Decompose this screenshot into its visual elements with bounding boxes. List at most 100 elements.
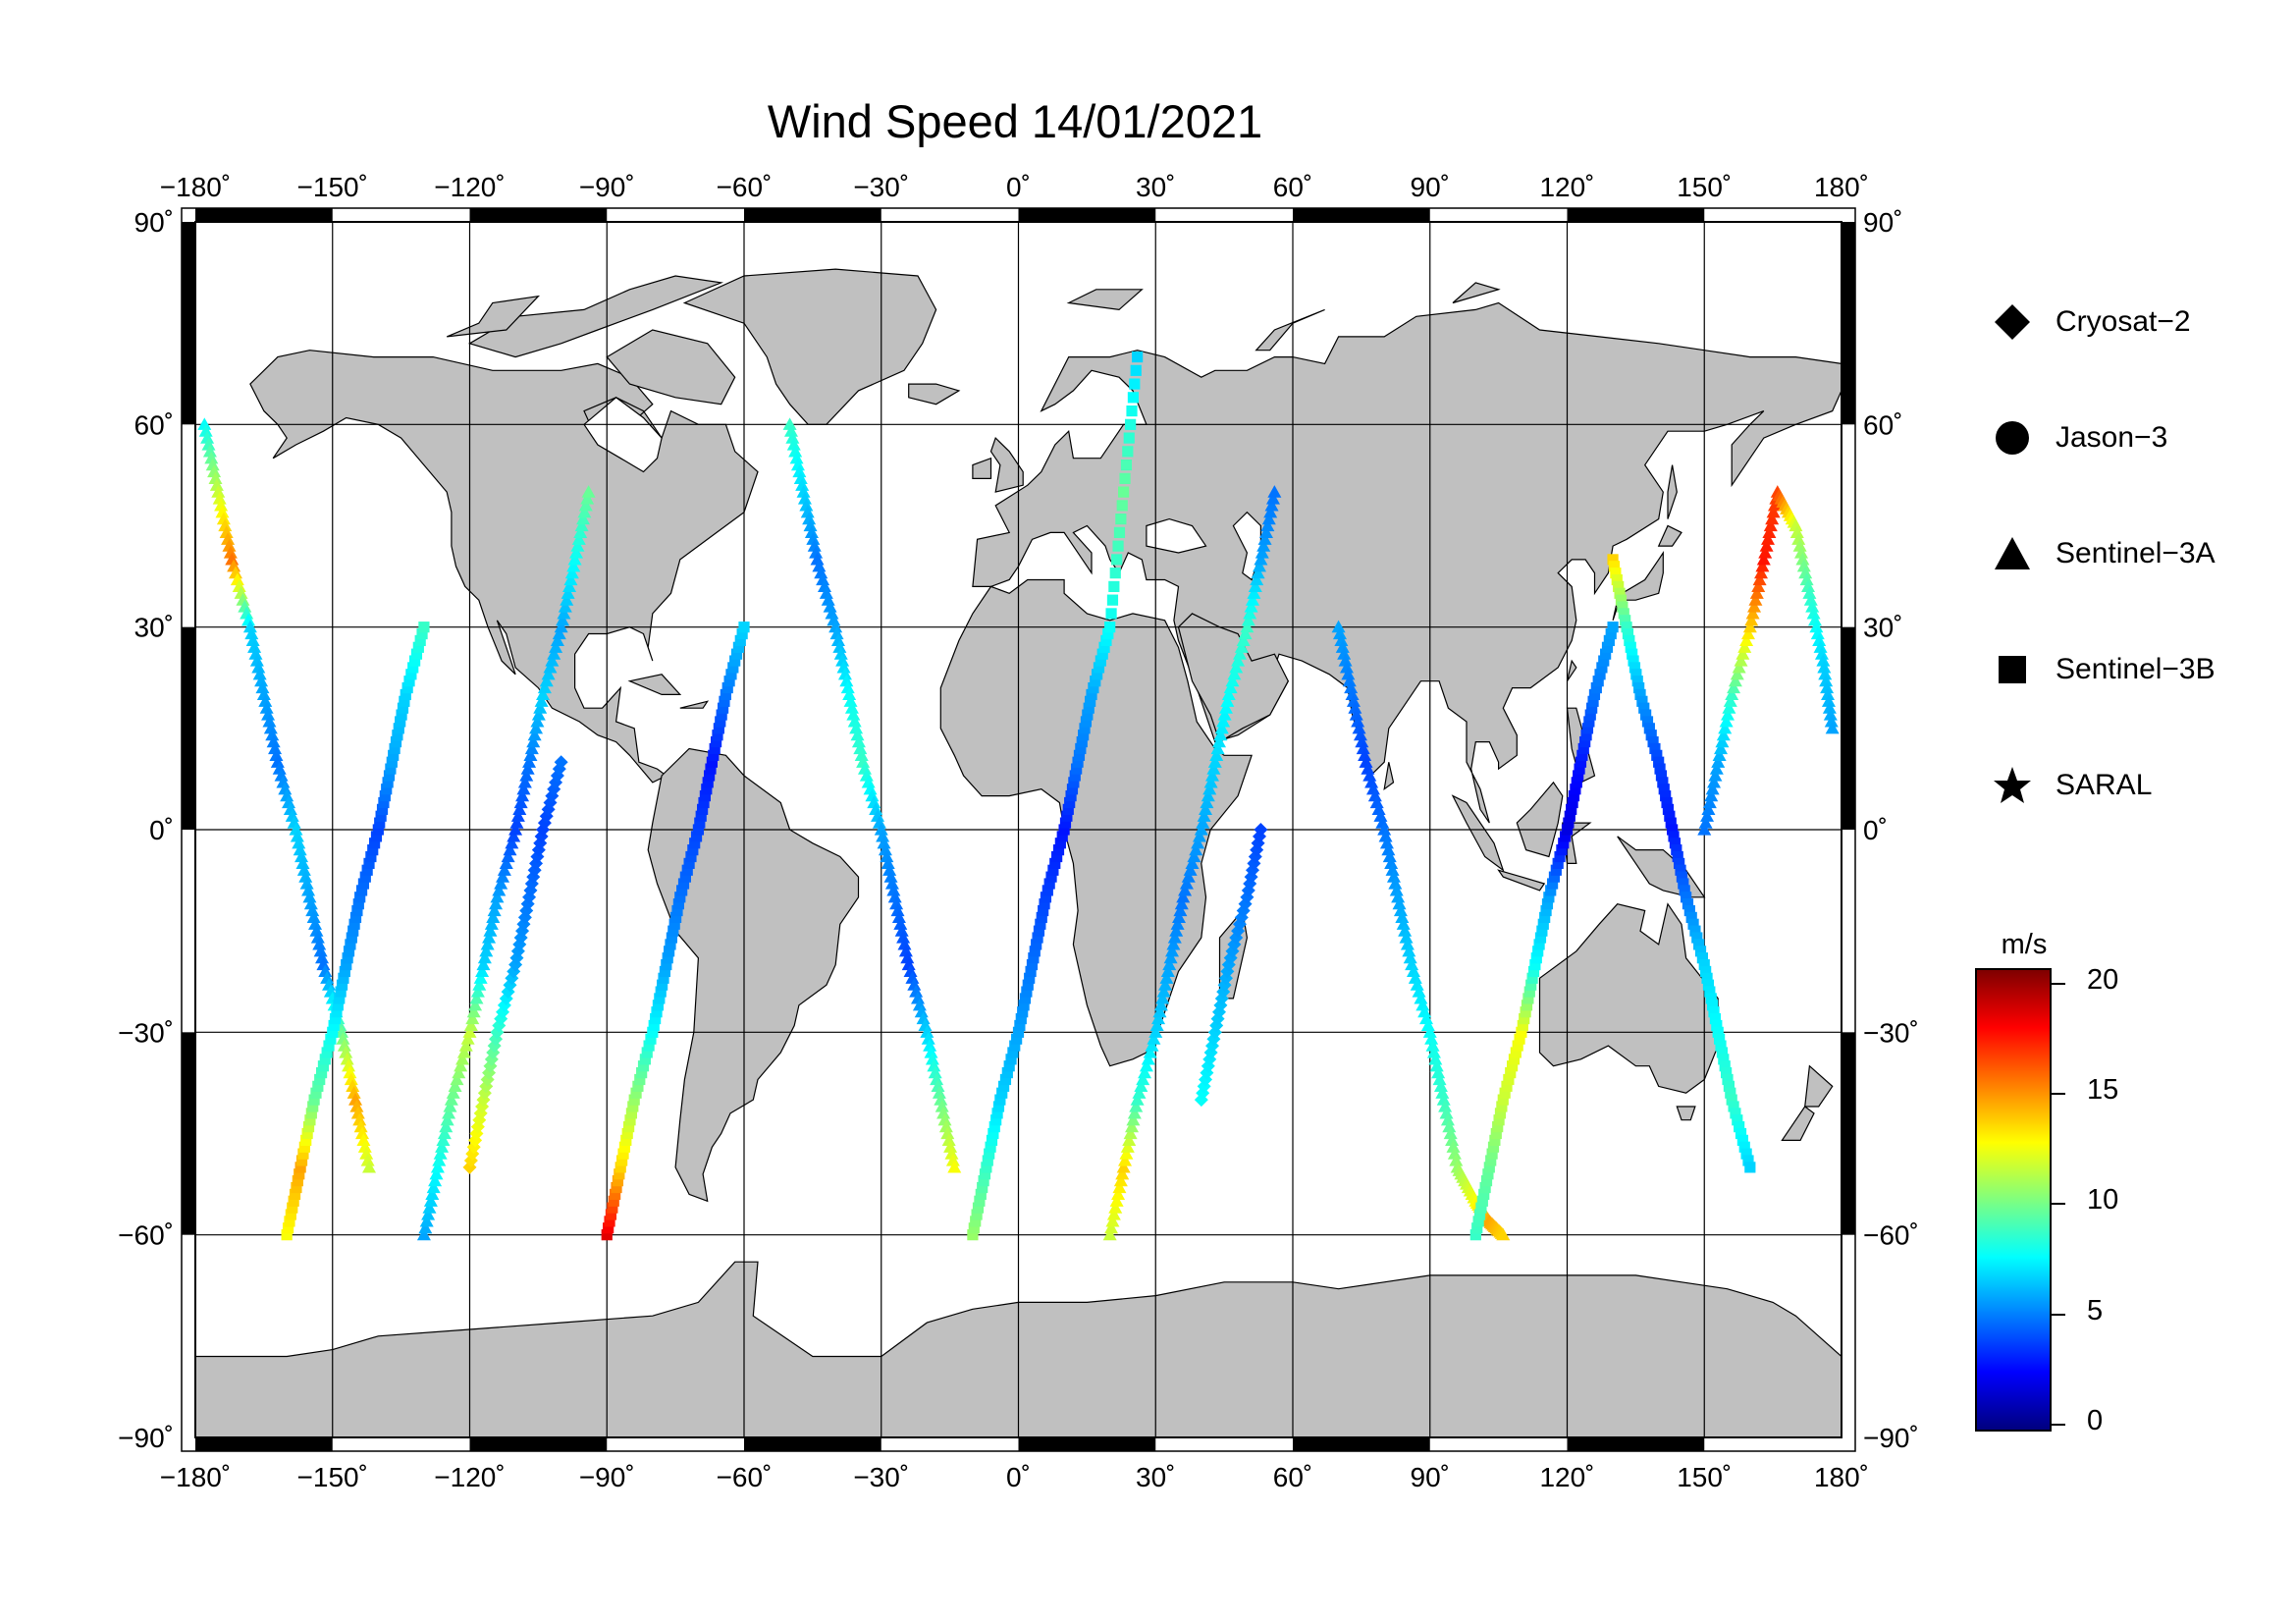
track-point [1041, 885, 1053, 896]
track-point [307, 1101, 319, 1112]
track-point [1265, 491, 1280, 505]
track-point [1725, 1087, 1736, 1099]
track-point [1207, 755, 1222, 768]
track-point [1346, 694, 1361, 707]
track-point [348, 1093, 363, 1106]
track-point [294, 1162, 306, 1173]
track-point [833, 647, 848, 660]
track-point [1068, 777, 1080, 788]
track-point [227, 559, 241, 572]
track-point [339, 965, 350, 978]
lon-tick-label-top: 120˚ [1539, 172, 1594, 202]
track-point [581, 485, 596, 498]
track-point [395, 716, 406, 728]
track-point [1406, 964, 1420, 978]
track-point [986, 1134, 998, 1146]
lat-tick-label-left: 90˚ [134, 207, 174, 238]
track-point [1384, 856, 1399, 869]
track-point [1480, 1175, 1493, 1187]
track-point [400, 688, 411, 701]
track-point [679, 871, 691, 883]
track-point [1345, 687, 1360, 701]
track-point [278, 782, 293, 795]
track-point [423, 1194, 438, 1207]
lon-tick-label-bottom: 90˚ [1411, 1462, 1450, 1492]
track-point [1529, 958, 1541, 971]
track-point [1654, 763, 1666, 775]
track-point [1205, 768, 1220, 782]
track-point [982, 1155, 993, 1166]
track-point [339, 1045, 353, 1058]
track-point [1112, 1180, 1127, 1194]
track-point [1079, 723, 1091, 734]
track-point [658, 972, 669, 984]
track-point [738, 622, 750, 633]
track-point [654, 993, 666, 1004]
track-point [1138, 1065, 1152, 1079]
track-point [1118, 486, 1130, 498]
track-point [924, 1045, 938, 1058]
track-point [1353, 728, 1367, 741]
track-point [1825, 721, 1840, 734]
track-point [1019, 993, 1032, 1004]
track-point [624, 1114, 636, 1126]
track-point [621, 1127, 633, 1140]
track-point [1129, 378, 1141, 390]
lon-tick-label-top: −180˚ [160, 172, 231, 202]
legend-label: Jason−3 [2056, 421, 2168, 454]
track-point [1596, 662, 1608, 674]
track-point [1375, 816, 1390, 829]
lon-tick-label-top: 150˚ [1677, 172, 1732, 202]
track-point [198, 424, 213, 437]
track-point [1821, 694, 1836, 707]
track-point [1791, 532, 1806, 545]
track-point [721, 681, 733, 694]
track-point [1536, 925, 1548, 937]
track-point [1398, 924, 1413, 937]
track-point [223, 546, 238, 559]
track-point [616, 1155, 628, 1166]
track-point [916, 1011, 931, 1025]
track-point [287, 1202, 298, 1214]
track-point [1719, 1060, 1731, 1072]
track-point [349, 911, 362, 924]
lon-tick-label-top: 30˚ [1136, 172, 1175, 202]
track-point [1051, 850, 1063, 863]
track-point [968, 1222, 980, 1234]
track-point [283, 802, 297, 815]
track-point [1586, 702, 1598, 714]
track-point [889, 896, 904, 910]
track-point [1152, 1004, 1167, 1018]
border-segment [195, 208, 333, 222]
legend-item-saral: SARAL [1993, 766, 2152, 805]
track-point [484, 917, 499, 930]
track-point [1812, 633, 1827, 647]
track-point [306, 910, 321, 924]
track-point [529, 721, 544, 734]
track-point [637, 1060, 650, 1072]
track-point [1568, 790, 1580, 802]
track-point [1420, 1018, 1435, 1032]
track-point [1629, 662, 1641, 674]
track-point [907, 978, 922, 991]
track-point [338, 972, 349, 984]
track-point [703, 770, 716, 782]
track-point [1697, 823, 1712, 836]
track-point [571, 532, 586, 545]
track-point [421, 1208, 436, 1220]
land-hispaniola [679, 700, 710, 709]
colorbar-tick-label: 15 [2087, 1074, 2119, 1106]
track-point [294, 849, 309, 863]
track-point [1160, 964, 1175, 978]
track-point [204, 451, 219, 464]
track-point [944, 1147, 959, 1160]
track-point [1485, 1155, 1497, 1166]
track-point [601, 1229, 613, 1241]
track-point [285, 809, 299, 822]
track-point [932, 1086, 946, 1099]
track-point [577, 505, 592, 518]
track-point [1523, 986, 1535, 998]
track-point [340, 1052, 354, 1065]
track-point [1740, 1148, 1752, 1160]
track-point [407, 662, 419, 674]
